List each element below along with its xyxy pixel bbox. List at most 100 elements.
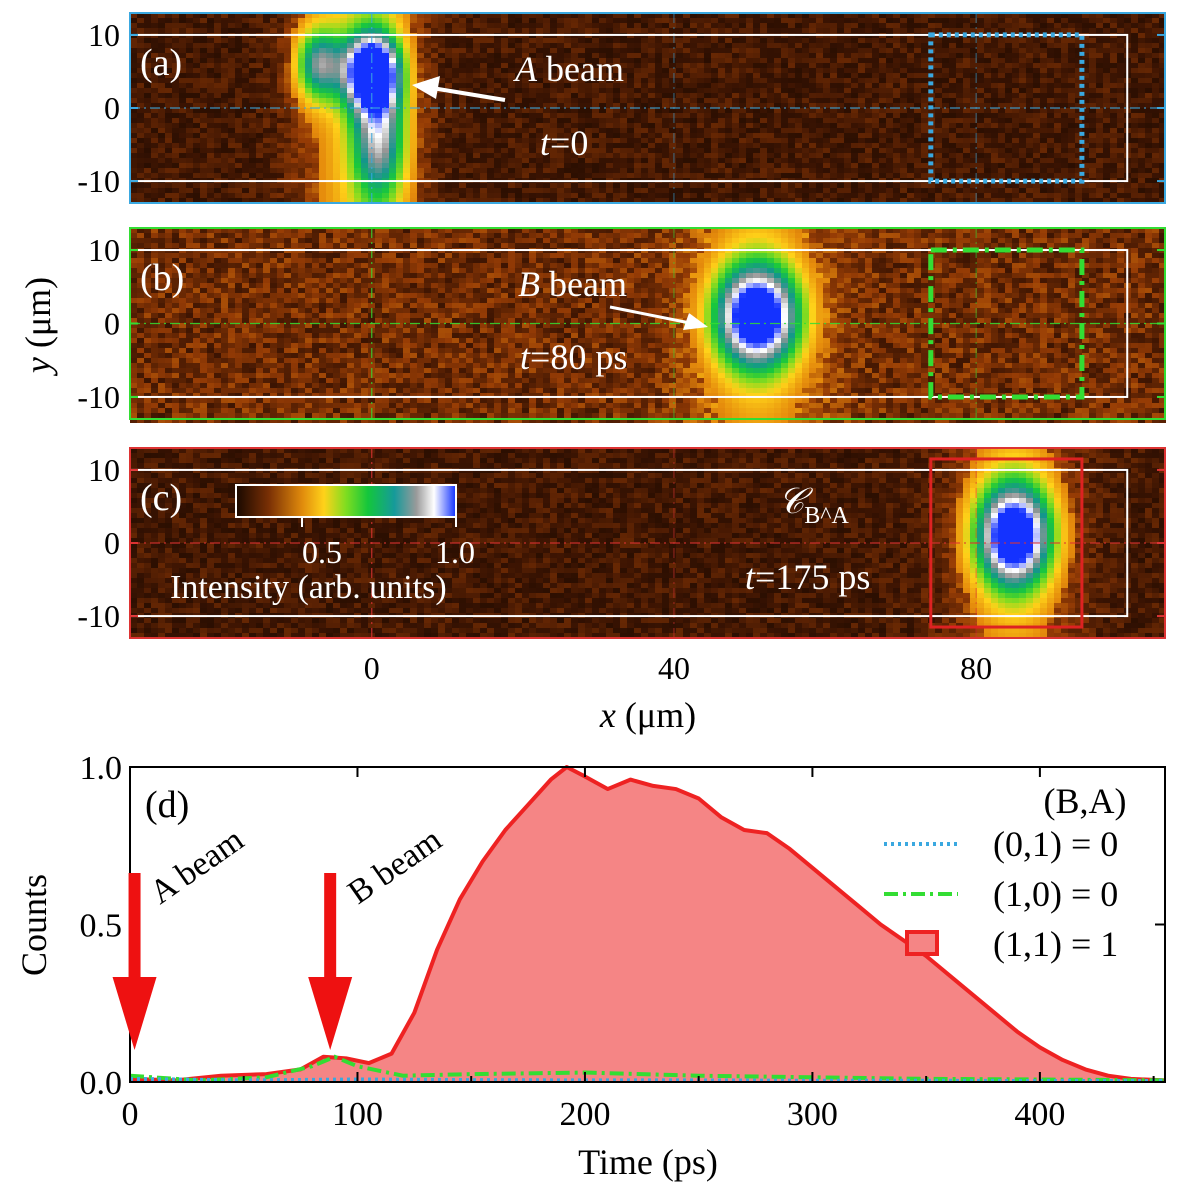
- heatmap-cell: [298, 138, 305, 143]
- heatmap-cell: [389, 163, 396, 168]
- heatmap-cell: [676, 163, 683, 168]
- heatmap-cell: [1054, 58, 1061, 63]
- heatmap-cell: [473, 128, 480, 133]
- heatmap-cell: [1082, 18, 1089, 23]
- heatmap-cell: [998, 143, 1005, 148]
- heatmap-cell: [984, 28, 991, 33]
- heatmap-cell: [963, 98, 970, 103]
- heatmap-cell: [977, 48, 984, 53]
- heatmap-cell: [907, 158, 914, 163]
- heatmap-cell: [900, 103, 907, 108]
- heatmap-cell: [249, 98, 256, 103]
- heatmap-cell: [452, 158, 459, 163]
- heatmap-cell: [431, 58, 438, 63]
- heatmap-cell: [361, 108, 368, 113]
- heatmap-cell: [739, 48, 746, 53]
- heatmap-cell: [536, 98, 543, 103]
- heatmap-cell: [872, 68, 879, 73]
- heatmap-cell: [298, 103, 305, 108]
- heatmap-cell: [851, 148, 858, 153]
- heatmap-cell: [802, 158, 809, 163]
- heatmap-cell: [718, 98, 725, 103]
- heatmap-cell: [480, 163, 487, 168]
- heatmap-cell: [683, 13, 690, 18]
- heatmap-cell: [375, 173, 382, 178]
- heatmap-cell: [508, 98, 515, 103]
- heatmap-cell: [410, 78, 417, 83]
- heatmap-cell: [732, 48, 739, 53]
- heatmap-cell: [648, 143, 655, 148]
- heatmap-cell: [606, 168, 613, 173]
- heatmap-cell: [1110, 48, 1117, 53]
- heatmap-cell: [809, 153, 816, 158]
- heatmap-cell: [494, 168, 501, 173]
- heatmap-cell: [137, 108, 144, 113]
- heatmap-cell: [732, 53, 739, 58]
- heatmap-cell: [1103, 98, 1110, 103]
- heatmap-cell: [1061, 173, 1068, 178]
- heatmap-cell: [697, 73, 704, 78]
- heatmap-cell: [1068, 153, 1075, 158]
- heatmap-cell: [333, 163, 340, 168]
- heatmap-cell: [837, 38, 844, 43]
- heatmap-cell: [347, 98, 354, 103]
- heatmap-cell: [1026, 113, 1033, 118]
- heatmap-cell: [347, 143, 354, 148]
- heatmap-cell: [1096, 78, 1103, 83]
- heatmap-cell: [711, 123, 718, 128]
- heatmap-cell: [284, 28, 291, 33]
- heatmap-cell: [333, 88, 340, 93]
- heatmap-cell: [214, 138, 221, 143]
- heatmap-cell: [711, 43, 718, 48]
- heatmap-cell: [942, 138, 949, 143]
- heatmap-cell: [1019, 103, 1026, 108]
- heatmap-cell: [928, 53, 935, 58]
- heatmap-cell: [1005, 43, 1012, 48]
- heatmap-cell: [396, 18, 403, 23]
- heatmap-cell: [494, 68, 501, 73]
- heatmap-cell: [172, 48, 179, 53]
- heatmap-cell: [487, 103, 494, 108]
- heatmap-cell: [809, 123, 816, 128]
- heatmap-cell: [956, 148, 963, 153]
- heatmap-cell: [1019, 158, 1026, 163]
- heatmap-cell: [438, 63, 445, 68]
- heatmap-cell: [1040, 113, 1047, 118]
- heatmap-cell: [865, 163, 872, 168]
- heatmap-cell: [305, 28, 312, 33]
- heatmap-cell: [256, 163, 263, 168]
- heatmap-cell: [1047, 43, 1054, 48]
- heatmap-cell: [935, 158, 942, 163]
- heatmap-cell: [697, 128, 704, 133]
- heatmap-cell: [270, 148, 277, 153]
- heatmap-cell: [410, 138, 417, 143]
- heatmap-cell: [739, 43, 746, 48]
- heatmap-cell: [592, 23, 599, 28]
- heatmap-cell: [641, 163, 648, 168]
- heatmap-cell: [417, 38, 424, 43]
- heatmap-cell: [893, 113, 900, 118]
- heatmap-cell: [1159, 123, 1166, 128]
- heatmap-cell: [263, 148, 270, 153]
- heatmap-cell: [1047, 123, 1054, 128]
- heatmap-cell: [242, 113, 249, 118]
- heatmap-cell: [417, 138, 424, 143]
- heatmap-cell: [1075, 98, 1082, 103]
- heatmap-cell: [606, 113, 613, 118]
- heatmap-cell: [242, 28, 249, 33]
- heatmap-cell: [837, 18, 844, 23]
- heatmap-cell: [291, 63, 298, 68]
- heatmap-cell: [494, 158, 501, 163]
- heatmap-cell: [893, 28, 900, 33]
- heatmap-cell: [1103, 13, 1110, 18]
- heatmap-cell: [1005, 78, 1012, 83]
- heatmap-cell: [830, 118, 837, 123]
- heatmap-cell: [1152, 168, 1159, 173]
- heatmap-cell: [144, 133, 151, 138]
- heatmap-cell: [662, 153, 669, 158]
- heatmap-cell: [228, 23, 235, 28]
- heatmap-cell: [228, 63, 235, 68]
- heatmap-cell: [900, 73, 907, 78]
- heatmap-cell: [1019, 43, 1026, 48]
- heatmap-cell: [529, 43, 536, 48]
